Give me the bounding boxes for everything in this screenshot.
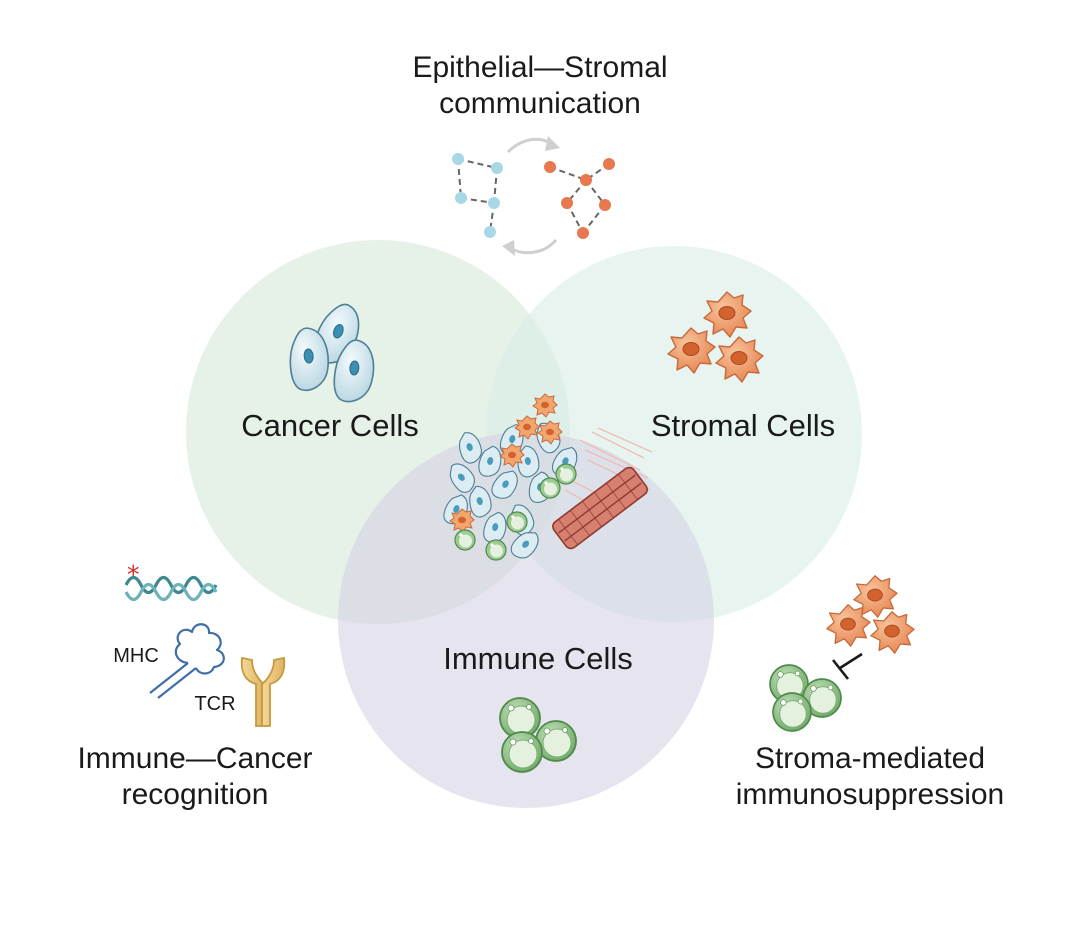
arrow-head-left-icon xyxy=(502,240,515,256)
tumor-microenvironment-icon xyxy=(440,393,653,564)
inhibition-icon xyxy=(831,652,863,680)
immune-cancer-line1: Immune—Cancer xyxy=(77,742,313,775)
immune-cancer-title: Immune—Cancer recognition xyxy=(40,741,350,813)
immune-cancer-line2: recognition xyxy=(121,778,269,811)
mutation-star-icon: * xyxy=(127,560,140,589)
stromal-network-icon xyxy=(544,158,615,239)
exchange-arrows-icon xyxy=(506,137,558,255)
immune-cells-circle xyxy=(338,432,714,808)
stroma-mediated-line1: Stroma-mediated xyxy=(754,742,986,775)
tcr-receptor-icon xyxy=(240,656,286,727)
epithelial-stromal-title: Epithelial—Stromal communication xyxy=(340,50,740,122)
mhc-molecule-icon xyxy=(149,623,225,699)
blood-vessel-icon xyxy=(552,466,648,550)
cancer-cells-label: Cancer Cells xyxy=(241,408,419,443)
suppressing-stromal-cell-icon xyxy=(826,575,915,654)
stroma-mediated-title: Stroma-mediated immunosuppression xyxy=(700,741,1040,813)
epithelial-stromal-line2: communication xyxy=(439,87,641,120)
epithelial-network-icon xyxy=(452,153,503,238)
arrow-head-right-icon xyxy=(545,136,560,151)
suppressed-immune-cell-icon xyxy=(769,664,842,732)
mhc-label: MHC xyxy=(113,645,159,667)
dna-helix-icon xyxy=(124,575,218,602)
epithelial-stromal-line1: Epithelial—Stromal xyxy=(412,51,668,84)
stroma-mediated-line2: immunosuppression xyxy=(735,778,1005,811)
tcr-label: TCR xyxy=(194,693,236,715)
stromal-cells-label: Stromal Cells xyxy=(650,408,836,443)
immune-cells-label: Immune Cells xyxy=(443,641,633,676)
